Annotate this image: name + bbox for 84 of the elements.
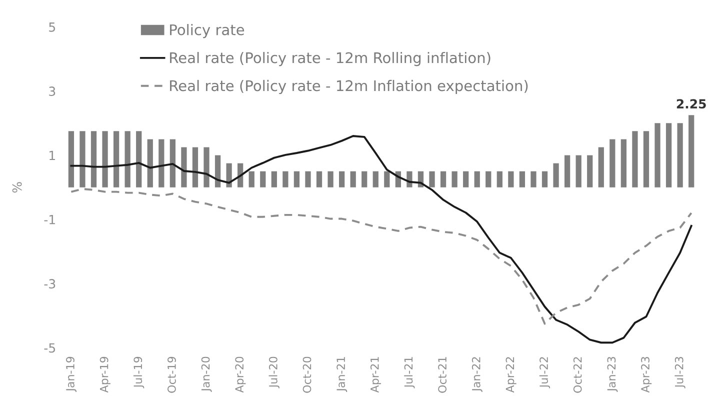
bar [305, 171, 311, 188]
x-tick-label: Oct-22 [573, 357, 582, 393]
bar [328, 171, 334, 188]
bar [654, 123, 660, 188]
x-tick-label: Jul-19 [133, 356, 144, 388]
bar [576, 155, 582, 188]
bar [350, 171, 356, 188]
bar [248, 171, 254, 188]
bar [632, 131, 638, 188]
x-tick-label: Apr-21 [370, 357, 382, 393]
x-tick-label: Oct-20 [302, 356, 312, 393]
bar [372, 171, 378, 188]
x-tick-label: Jan-22 [472, 357, 482, 392]
bar [620, 139, 627, 188]
bar [214, 155, 221, 188]
bar [147, 139, 153, 188]
line-series [70, 188, 692, 325]
bar [553, 163, 559, 188]
bar [666, 123, 672, 188]
bar [463, 171, 469, 188]
bar [542, 171, 548, 188]
x-tick-label: Jul-23 [674, 356, 686, 388]
x-tick-label: Jan-21 [336, 357, 348, 392]
bar [564, 155, 570, 188]
legend-label: Real rate (Policy rate - 12m Rolling inflation) [170, 52, 490, 66]
bar [192, 147, 198, 188]
bar [486, 171, 492, 188]
line-series [70, 135, 692, 344]
y-tick-label: -3 [44, 279, 56, 289]
bar [158, 139, 164, 188]
bar [80, 131, 86, 188]
bar [271, 171, 277, 188]
bar [643, 131, 650, 188]
legend-label: Policy rate [170, 24, 244, 38]
bar [440, 171, 446, 188]
y-tick-label: 1 [50, 150, 55, 160]
bar [294, 171, 300, 188]
y-tick-label: -5 [44, 343, 56, 353]
x-tick-label: Apr-23 [641, 356, 652, 393]
bar [384, 171, 390, 188]
bar [587, 155, 593, 188]
bar [181, 147, 187, 188]
x-tick-label: Jan-23 [607, 356, 618, 392]
bar [688, 115, 694, 188]
bar [113, 131, 120, 188]
bar [68, 131, 74, 188]
x-tick-label: Jul-22 [539, 357, 550, 388]
legend-label: Real rate (Policy rate - 12m Inflation expectation) [170, 80, 528, 94]
bar [90, 131, 97, 188]
y-tick-label: -1 [44, 215, 55, 224]
bar [170, 139, 176, 188]
bar [204, 147, 210, 188]
bar [102, 131, 108, 188]
bar [508, 171, 514, 188]
bar [260, 171, 266, 188]
bar [519, 171, 526, 188]
bar [598, 147, 604, 188]
y-tick-label: 5 [49, 22, 56, 32]
x-tick-label: Jan-19 [66, 356, 76, 392]
bar [474, 171, 480, 188]
bar [282, 171, 288, 188]
x-tick-label: Oct-19 [168, 356, 176, 393]
data-label: 2.25 [676, 99, 706, 109]
bar [496, 171, 502, 188]
bar [226, 163, 232, 188]
y-axis-title: % [12, 182, 22, 193]
bar [677, 123, 683, 188]
x-tick-label: Jul-21 [404, 357, 415, 388]
x-tick-label: Apr-19 [100, 356, 110, 393]
y-tick-label: 3 [49, 86, 56, 96]
bar [530, 171, 536, 188]
bar [429, 171, 435, 188]
x-tick-label: Jul-20 [268, 356, 280, 388]
bar [362, 171, 368, 188]
x-tick-label: Apr-22 [506, 357, 516, 393]
bar [452, 171, 458, 188]
x-tick-label: Oct-21 [438, 357, 447, 393]
bar [124, 131, 130, 188]
bar [338, 171, 345, 188]
x-tick-label: Apr-20 [235, 356, 246, 393]
bar [316, 171, 322, 188]
bar [136, 131, 142, 188]
bar [610, 139, 616, 188]
x-tick-label: Jan-20 [201, 356, 212, 392]
